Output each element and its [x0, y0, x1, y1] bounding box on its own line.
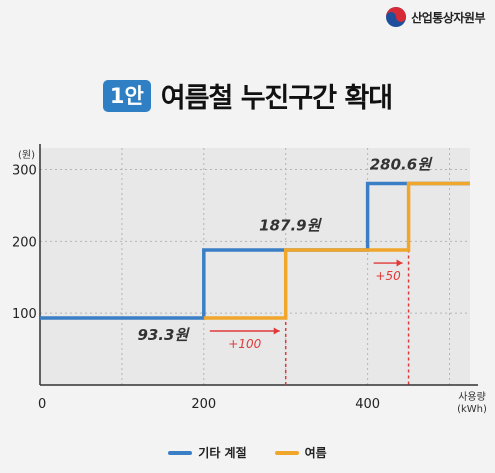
- y-tick-label: 100: [12, 307, 37, 322]
- plot-area: [40, 148, 470, 385]
- x-tick-label: 0: [38, 397, 46, 412]
- y-tick-label: 200: [12, 235, 37, 250]
- title-row: 1안 여름철 누진구간 확대: [0, 76, 495, 115]
- shift-label: +50: [375, 269, 401, 283]
- x-axis-label: 사용량: [458, 391, 486, 403]
- page-title: 여름철 누진구간 확대: [160, 83, 393, 114]
- y-axis-label: (원): [18, 149, 35, 161]
- ministry-name: 산업통상자원부: [411, 10, 485, 25]
- legend-swatch-other: [168, 450, 193, 455]
- option-badge: 1안: [102, 79, 151, 112]
- legend: 기타 계절 여름: [0, 444, 495, 461]
- ministry-logo: 산업통상자원부: [385, 6, 485, 28]
- legend-label-summer: 여름: [304, 446, 327, 460]
- y-tick-label: 300: [12, 164, 37, 179]
- series-line-summer: [203, 181, 470, 320]
- x-tick-label: 400: [355, 397, 380, 412]
- legend-label-other: 기타 계절: [198, 446, 247, 460]
- x-axis-unit: (kWh): [457, 404, 487, 415]
- x-tick-label: 200: [191, 397, 216, 412]
- shift-arrow-head: [396, 259, 403, 267]
- legend-item-summer: 여름: [274, 444, 327, 461]
- data-label: 280.6원: [370, 156, 433, 174]
- shift-arrow-head: [273, 327, 280, 335]
- legend-swatch-summer: [274, 450, 299, 455]
- taegeuk-icon: [386, 7, 407, 27]
- legend-item-other: 기타 계절: [168, 444, 247, 461]
- data-label: 93.3원: [137, 326, 190, 344]
- data-label: 187.9원: [259, 217, 322, 235]
- shift-label: +100: [228, 337, 261, 351]
